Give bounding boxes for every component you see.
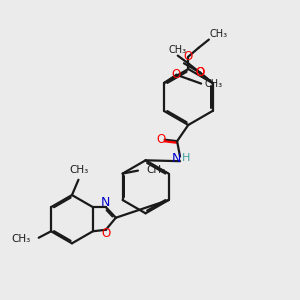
Text: O: O — [172, 68, 181, 81]
Text: O: O — [196, 66, 205, 79]
Text: O: O — [101, 227, 110, 240]
Text: O: O — [196, 66, 205, 79]
Text: O: O — [184, 50, 193, 63]
Text: CH₃: CH₃ — [69, 165, 89, 175]
Text: H: H — [182, 153, 190, 163]
Text: CH₃: CH₃ — [168, 45, 186, 55]
Text: N: N — [172, 152, 181, 165]
Text: O: O — [157, 133, 166, 146]
Text: N: N — [101, 196, 110, 209]
Text: CH₃: CH₃ — [209, 29, 228, 39]
Text: CH₃: CH₃ — [11, 234, 31, 244]
Text: CH₃: CH₃ — [146, 165, 165, 175]
Text: CH₃: CH₃ — [205, 79, 223, 88]
